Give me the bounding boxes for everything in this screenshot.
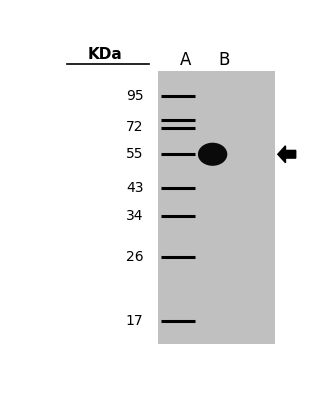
Text: B: B xyxy=(218,51,230,69)
Text: 95: 95 xyxy=(126,89,144,103)
Text: 26: 26 xyxy=(126,250,144,264)
Text: 72: 72 xyxy=(126,120,144,134)
Text: A: A xyxy=(180,51,191,69)
Text: 34: 34 xyxy=(126,209,144,223)
Text: KDa: KDa xyxy=(88,47,122,62)
Text: 43: 43 xyxy=(126,181,144,195)
Text: 55: 55 xyxy=(126,147,144,161)
Ellipse shape xyxy=(198,143,227,166)
Text: 17: 17 xyxy=(126,314,144,328)
FancyArrow shape xyxy=(278,146,296,163)
Bar xyxy=(158,71,275,344)
